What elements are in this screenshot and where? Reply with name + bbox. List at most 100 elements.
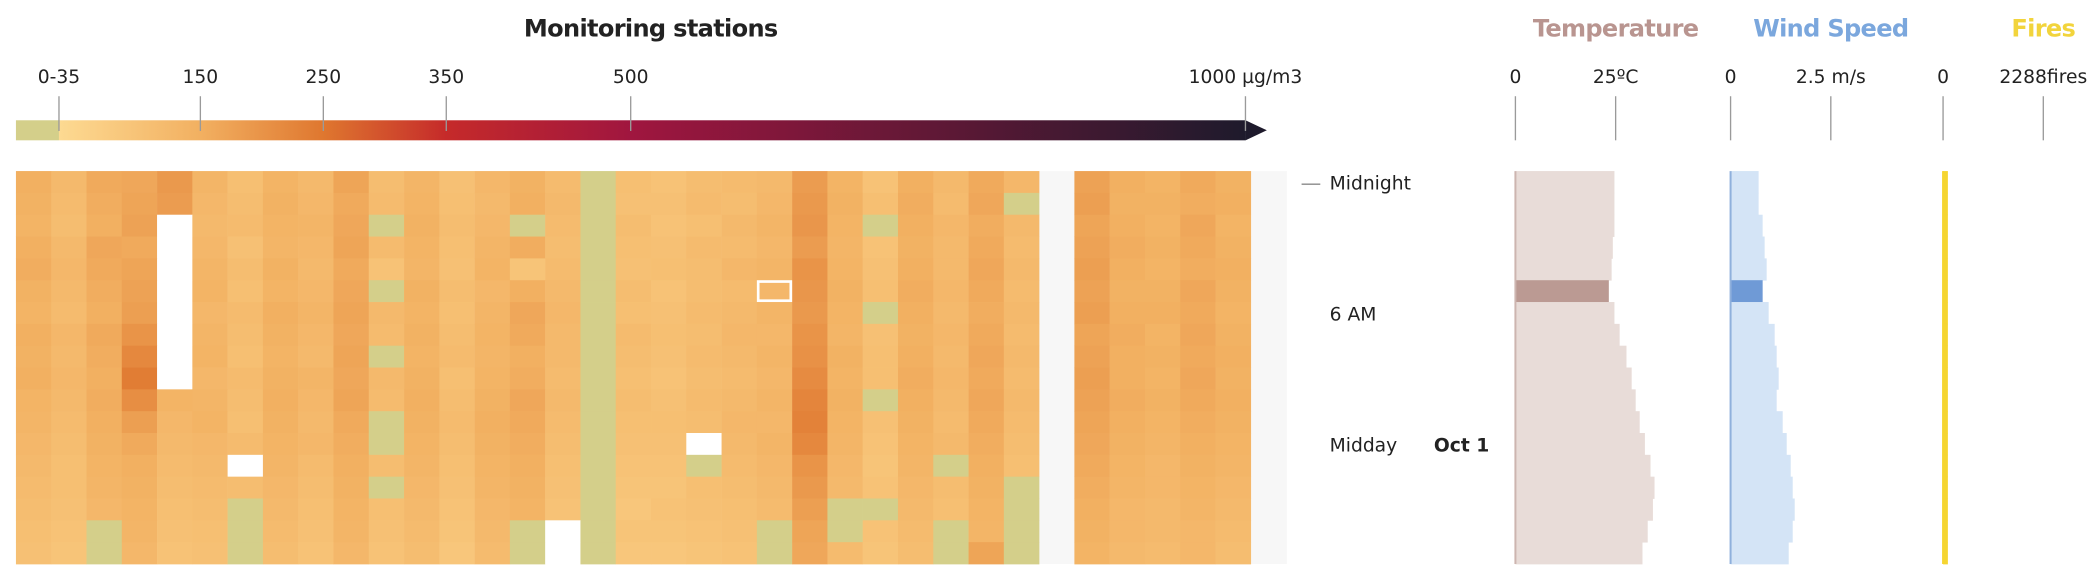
heatmap-cell xyxy=(827,476,863,499)
heatmap-cell xyxy=(474,411,511,434)
bar xyxy=(1515,411,1640,434)
heatmap-cell xyxy=(1074,236,1110,259)
heatmap-cell xyxy=(51,302,87,325)
tick-label: 2.5 m/s xyxy=(1796,67,1866,88)
tick-label: 25ºC xyxy=(1593,67,1639,88)
heatmap-cell xyxy=(298,498,334,521)
heatmap-cell xyxy=(862,192,899,216)
heatmap-cell xyxy=(1109,280,1146,303)
heatmap-cell xyxy=(298,476,334,499)
heatmap-cell xyxy=(1109,302,1146,325)
heatmap-cell xyxy=(1074,476,1110,499)
heatmap-cell xyxy=(227,323,264,347)
heatmap-cell xyxy=(15,323,52,347)
heatmap-cell xyxy=(545,520,581,543)
heatmap-cell xyxy=(827,454,863,478)
heatmap-cell xyxy=(157,280,193,303)
heatmap-cell xyxy=(157,498,193,521)
heatmap-cell xyxy=(792,367,828,390)
heatmap-cell xyxy=(1003,345,1040,368)
heatmap-cell xyxy=(756,280,793,303)
heatmap-cell xyxy=(756,236,793,259)
bar xyxy=(1943,367,1948,390)
heatmap-cell xyxy=(15,454,52,478)
heatmap-cell xyxy=(792,520,828,543)
heatmap-cell xyxy=(862,280,899,303)
heatmap-cell xyxy=(509,302,546,325)
heatmap-cell xyxy=(1109,498,1146,521)
heatmap-cell xyxy=(121,214,158,237)
heatmap-cell xyxy=(580,323,616,347)
heatmap-cell xyxy=(15,345,52,368)
heatmap-cell xyxy=(721,171,758,194)
heatmap-cell xyxy=(157,367,193,390)
heatmap-cell xyxy=(86,302,123,325)
heatmap-cell xyxy=(792,323,828,347)
heatmap-cell xyxy=(192,520,228,543)
bar xyxy=(1943,389,1948,412)
heatmap-cell xyxy=(1003,192,1040,216)
heatmap-cell xyxy=(1215,214,1252,237)
heatmap-cell xyxy=(157,171,193,194)
heatmap-cell xyxy=(474,192,511,216)
heatmap-cell xyxy=(968,236,1005,259)
heatmap-cell xyxy=(368,454,405,478)
heatmap-cell xyxy=(333,542,370,565)
heatmap-cell xyxy=(227,280,264,303)
heatmap-cell xyxy=(262,214,299,237)
heatmap-cell xyxy=(333,323,370,347)
heatmap-cell xyxy=(333,411,370,434)
heatmap-cell xyxy=(580,302,616,325)
heatmap-cell xyxy=(227,411,264,434)
heatmap-cell xyxy=(580,280,616,303)
heatmap-cell xyxy=(121,367,158,390)
heatmap-cell xyxy=(262,323,299,347)
heatmap-cell xyxy=(404,520,440,543)
heatmap-cell xyxy=(615,433,652,456)
heatmap-cell xyxy=(509,258,546,281)
heatmap-cell xyxy=(1180,542,1216,565)
heatmap-cell xyxy=(756,171,793,194)
heatmap-cell xyxy=(1144,302,1181,325)
heatmap-cell xyxy=(51,454,87,478)
heatmap-cell xyxy=(756,476,793,499)
heatmap-cell xyxy=(121,520,158,543)
heatmap-cell xyxy=(792,389,828,412)
colorbar-low xyxy=(15,120,59,141)
heatmap-cell xyxy=(615,389,652,412)
heatmap-cell xyxy=(439,192,475,216)
heatmap-cell xyxy=(368,498,405,521)
heatmap-cell xyxy=(192,171,228,194)
heatmap-cell xyxy=(897,323,934,347)
heatmap-cell xyxy=(51,345,87,368)
heatmap-cell xyxy=(192,236,228,259)
heatmap-cell xyxy=(651,236,687,259)
bar xyxy=(1515,389,1636,412)
heatmap-cell xyxy=(1180,258,1216,281)
heatmap-cell xyxy=(298,542,334,565)
heatmap-cell xyxy=(15,192,52,216)
heatmap-cell xyxy=(968,476,1005,499)
heatmap-cell xyxy=(686,411,722,434)
heatmap-cell xyxy=(227,192,264,216)
bar xyxy=(1730,236,1765,259)
heatmap-cell xyxy=(545,214,581,237)
heatmap-cell xyxy=(545,280,581,303)
heatmap-cell xyxy=(651,476,687,499)
heatmap-cell xyxy=(51,236,87,259)
heatmap-cell xyxy=(651,280,687,303)
heatmap-cell xyxy=(157,476,193,499)
heatmap-cell xyxy=(227,258,264,281)
heatmap-cell xyxy=(615,171,652,194)
heatmap-cell xyxy=(933,258,969,281)
heatmap-cell xyxy=(157,520,193,543)
heatmap-cell xyxy=(1003,258,1040,281)
heatmap-cell xyxy=(968,367,1005,390)
heatmap-cell xyxy=(404,476,440,499)
heatmap-cell xyxy=(545,454,581,478)
heatmap-cell xyxy=(474,389,511,412)
heatmap-cell xyxy=(86,389,123,412)
heatmap-cell xyxy=(721,520,758,543)
heatmap-cell xyxy=(580,258,616,281)
heatmap-cell xyxy=(192,280,228,303)
